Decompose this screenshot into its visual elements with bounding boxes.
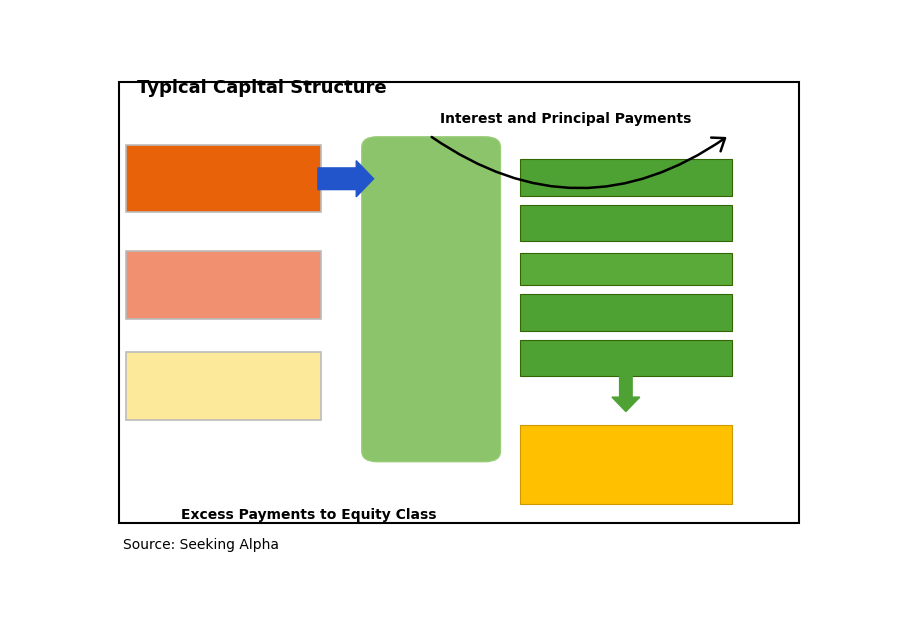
Text: Aa2/AA Class: Aa2/AA Class	[573, 216, 680, 231]
FancyBboxPatch shape	[520, 424, 733, 504]
FancyBboxPatch shape	[520, 254, 733, 285]
FancyArrow shape	[318, 161, 374, 197]
Text: Baa2/BBB Class: Baa2/BBB Class	[562, 305, 690, 320]
Text: Source: Seeking Alpha: Source: Seeking Alpha	[123, 538, 279, 552]
Text: Senior Secured Loans: Senior Secured Loans	[131, 172, 316, 187]
FancyBboxPatch shape	[520, 160, 733, 195]
Text: Typical Capital Structure: Typical Capital Structure	[137, 79, 387, 97]
FancyBboxPatch shape	[520, 341, 733, 376]
Text: Aaa/AAA Class: Aaa/AAA Class	[566, 170, 686, 185]
FancyBboxPatch shape	[361, 137, 501, 462]
Text: Equity Class: Equity Class	[580, 457, 672, 472]
Text: Ba2/BB Class: Ba2/BB Class	[573, 351, 680, 366]
Text: Unsecured/Subordinated
Debt: Unsecured/Subordinated Debt	[129, 269, 319, 301]
FancyBboxPatch shape	[126, 145, 322, 212]
Text: Equity: Equity	[200, 379, 248, 394]
FancyBboxPatch shape	[520, 294, 733, 331]
Text: Interest and Principal Payments: Interest and Principal Payments	[440, 111, 691, 126]
FancyBboxPatch shape	[520, 205, 733, 242]
FancyBboxPatch shape	[126, 352, 322, 420]
FancyArrowPatch shape	[432, 137, 725, 188]
Text: Excess Payments to Equity Class: Excess Payments to Equity Class	[181, 508, 436, 521]
Text: Diversified
Portfolio
of Senior
Secured
Loans: Diversified Portfolio of Senior Secured …	[390, 245, 472, 354]
FancyBboxPatch shape	[126, 251, 322, 319]
FancyArrow shape	[612, 375, 640, 411]
Text: A2/A Class: A2/A Class	[587, 262, 665, 277]
